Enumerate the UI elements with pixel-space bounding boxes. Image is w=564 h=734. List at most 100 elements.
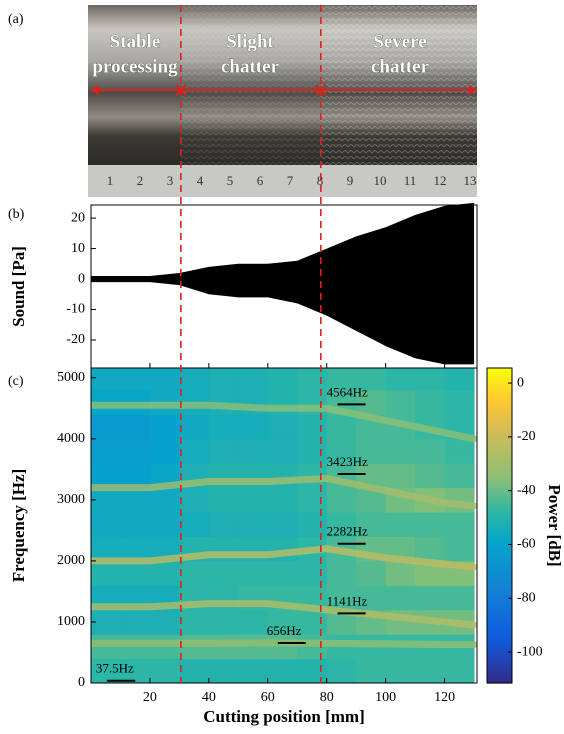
harmonic-ridge [91, 401, 477, 443]
colorbar-segment [487, 575, 512, 580]
heat-cell [267, 609, 298, 635]
heat-cell [326, 658, 357, 683]
x-tick-label: 100 [375, 690, 396, 705]
colorbar-segment [487, 679, 512, 684]
region-label: Slight [226, 31, 274, 52]
colorbar-segment [487, 437, 512, 442]
colorbar-segment [487, 597, 512, 602]
colorbar-segment [487, 490, 512, 495]
colorbar-segment [487, 616, 512, 621]
ruler-label: 5 [227, 173, 234, 188]
ruler-label: 9 [347, 173, 354, 188]
heat-cell [179, 560, 210, 586]
y-tick-label: 5000 [57, 370, 85, 385]
ruler-label: 13 [464, 173, 477, 188]
sound-envelope [91, 279, 475, 365]
heat-cell [179, 368, 210, 391]
colorbar-segment [487, 519, 512, 523]
y-tick-label: 2000 [57, 553, 85, 568]
heat-cell [297, 609, 328, 635]
heat-cell [444, 368, 475, 391]
colorbar-segment [487, 610, 512, 615]
heatmap [91, 368, 477, 683]
heat-cell [356, 512, 387, 537]
colorbar-tick-label: -60 [517, 537, 536, 552]
colorbar-title: Power [dB] [545, 484, 564, 566]
annotation-label: 656Hz [267, 623, 302, 638]
heat-cell [238, 414, 269, 440]
heat-cell [120, 560, 151, 586]
heat-cell [267, 438, 298, 464]
heat-cell [444, 585, 475, 611]
colorbar-segment [487, 380, 512, 385]
colorbar-segment [487, 541, 512, 545]
y-tick-label: 4000 [57, 431, 85, 446]
heat-cell [238, 634, 269, 660]
colorbar-segment [487, 550, 512, 555]
heat-cell [91, 463, 121, 489]
y-tick-label: -10 [66, 302, 85, 317]
colorbar-segment [487, 670, 512, 675]
heat-cell [238, 487, 269, 513]
heat-cell [208, 658, 239, 683]
heat-cell [149, 609, 180, 635]
colorbar-segment [487, 481, 512, 486]
x-tick-label: 40 [202, 690, 216, 705]
colorbar-tick-label: 0 [517, 375, 524, 390]
x-axis-title: Cutting position [mm] [203, 707, 365, 726]
heat-cell [385, 368, 416, 391]
heat-cell [326, 368, 357, 391]
heat-cell [385, 658, 416, 683]
sound-envelope [91, 202, 475, 280]
colorbar-segment [487, 676, 512, 681]
heat-cell [208, 368, 239, 391]
ruler-label: 4 [197, 173, 204, 188]
heat-cell [149, 414, 180, 440]
colorbar-segment [487, 582, 512, 586]
colorbar-segment [487, 456, 512, 460]
heat-cell [208, 560, 239, 586]
colorbar-segment [487, 531, 512, 536]
y-tick-label: 0 [78, 675, 85, 690]
colorbar-segment [487, 667, 512, 671]
panel-label: (b) [8, 207, 25, 222]
colorbar-segment [487, 497, 512, 501]
colorbar-segment [487, 396, 512, 401]
heat-cell [385, 463, 416, 489]
colorbar-segment [487, 383, 512, 388]
heat-cell [356, 368, 387, 391]
heat-cell [297, 414, 328, 440]
colorbar-segment [487, 547, 512, 552]
colorbar-segment [487, 557, 512, 561]
colorbar-segment [487, 657, 512, 662]
colorbar-segment [487, 484, 512, 489]
heat-cell [91, 536, 121, 562]
colorbar-segment [487, 604, 512, 608]
ruler-label: 3 [167, 173, 174, 188]
colorbar-segment [487, 371, 512, 375]
heat-cell [267, 512, 298, 537]
heat-cell [179, 512, 210, 537]
colorbar-segment [487, 538, 512, 542]
region-label: chatter [221, 56, 280, 77]
heat-cell [120, 609, 151, 635]
colorbar-segment [487, 553, 512, 558]
colorbar-segment [487, 566, 512, 571]
harmonic-ridge [91, 545, 477, 571]
heat-cell [149, 560, 180, 586]
colorbar-segment [487, 525, 512, 530]
colorbar-segment [487, 434, 512, 438]
heat-cell [179, 658, 210, 683]
colorbar-segment [487, 393, 512, 397]
heat-cell [91, 512, 121, 537]
heat-cell [267, 487, 298, 513]
heat-cell [356, 438, 387, 464]
colorbar-segment [487, 642, 512, 646]
colorbar-segment [487, 500, 512, 505]
heat-cell [356, 560, 387, 586]
colorbar-segment [487, 594, 512, 599]
region-label: Stable [110, 31, 161, 52]
heat-cell [238, 512, 269, 537]
colorbar-segment [487, 427, 512, 432]
